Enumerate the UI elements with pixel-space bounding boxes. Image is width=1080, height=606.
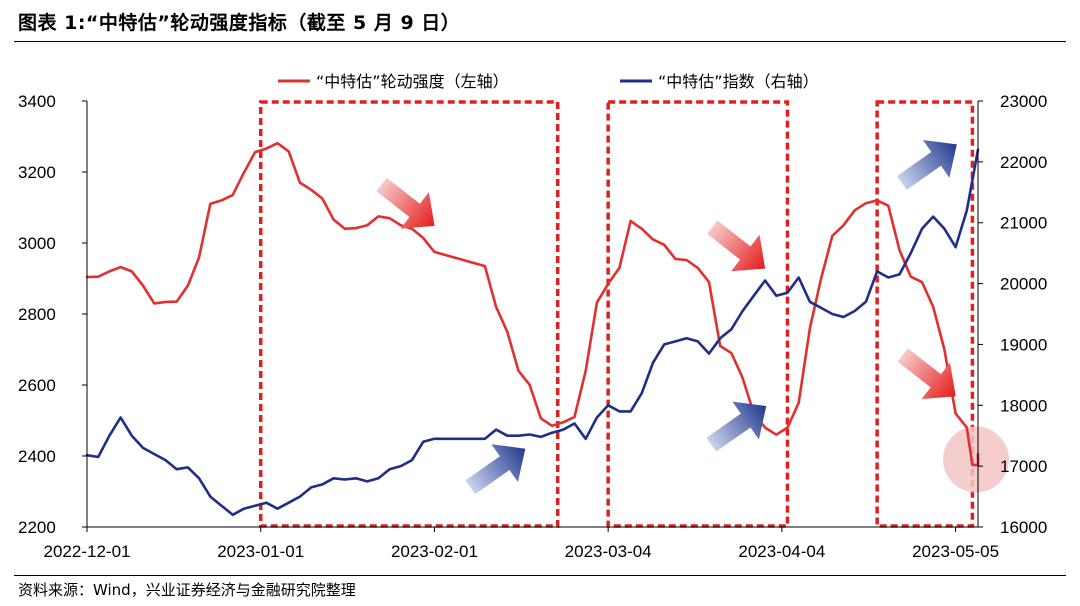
annotation-arrows [376, 139, 957, 495]
x-tick-label: 2023-01-01 [217, 542, 304, 561]
x-tick-label: 2023-04-04 [738, 542, 825, 561]
legend-label-1: “中特估”轮动强度（左轴） [316, 72, 509, 91]
blue-up-arrow-5 [896, 139, 957, 190]
footer-divider [14, 575, 1066, 576]
left-tick-label: 3200 [18, 163, 56, 182]
annotation-boxes [258, 100, 975, 528]
left-tick-label: 3400 [18, 92, 56, 111]
legend-label-2: “中特估”指数（右轴） [658, 72, 819, 91]
right-tick-label: 19000 [1000, 335, 1047, 354]
right-tick-label: 20000 [1000, 275, 1047, 294]
right-tick-label: 21000 [1000, 214, 1047, 233]
title-divider [14, 41, 1066, 42]
highlight-circle [943, 426, 1009, 493]
dashed-box-3 [875, 100, 975, 528]
rotation-strength-line [85, 141, 980, 467]
x-tick-label: 2022-12-01 [44, 542, 131, 561]
chart-title: 图表 1:“中特估”轮动强度指标（截至 5 月 9 日） [18, 12, 461, 34]
dashed-box-2 [606, 100, 790, 528]
left-tick-label: 2400 [18, 447, 56, 466]
series-lines [85, 141, 980, 517]
left-tick-label: 2600 [18, 376, 56, 395]
right-tick-label: 16000 [1000, 518, 1047, 537]
dashed-box-1 [258, 100, 560, 528]
x-tick-label: 2023-05-05 [912, 542, 999, 561]
blue-up-arrow-4 [706, 401, 767, 452]
x-tick-label: 2023-03-04 [565, 542, 652, 561]
right-tick-label: 18000 [1000, 396, 1047, 415]
blue-up-arrow-2 [465, 444, 526, 495]
right-tick-label: 17000 [1000, 457, 1047, 476]
right-tick-label: 23000 [1000, 92, 1047, 111]
red-down-arrow-1 [376, 177, 435, 229]
x-tick-label: 2023-02-01 [391, 542, 478, 561]
red-down-arrow-3 [707, 220, 766, 272]
index-line [85, 148, 980, 517]
source-note: 资料来源：Wind，兴业证券经济与金融研究院整理 [18, 581, 356, 599]
left-tick-label: 2800 [18, 305, 56, 324]
legend: “中特估”轮动强度（左轴） “中特估”指数（右轴） [278, 72, 819, 91]
red-down-arrow-6 [897, 348, 956, 400]
axes: 3400 3200 3000 2800 2600 2400 2200 23000 22000 21… [18, 92, 1047, 561]
left-tick-label: 3000 [18, 234, 56, 253]
left-tick-label: 2200 [18, 518, 56, 537]
highlight-layer [943, 426, 1009, 493]
right-tick-label: 22000 [1000, 153, 1047, 172]
